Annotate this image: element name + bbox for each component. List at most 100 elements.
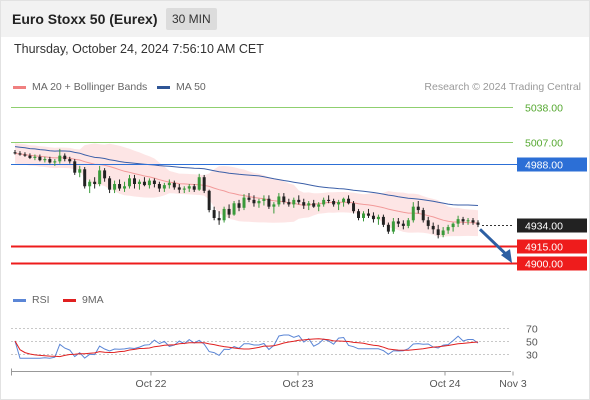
candle xyxy=(73,159,77,175)
candle xyxy=(43,156,47,163)
candle-body xyxy=(128,178,131,187)
candle xyxy=(401,220,405,230)
ma50-line xyxy=(14,146,479,206)
candle xyxy=(197,173,201,191)
candle-body xyxy=(113,184,117,190)
x-tick-label: Nov 3 xyxy=(499,378,527,390)
candle xyxy=(391,218,395,234)
candle-body xyxy=(68,159,72,162)
candle-body xyxy=(476,222,480,225)
candle xyxy=(332,198,336,207)
candle xyxy=(152,178,156,188)
candle xyxy=(337,199,341,211)
candle-body xyxy=(63,155,67,160)
candle-body xyxy=(391,221,395,232)
candle-body xyxy=(406,220,410,226)
candle xyxy=(187,184,191,192)
candle-body xyxy=(272,204,276,207)
candle-body xyxy=(262,198,266,201)
legend-item-9ma: 9MA xyxy=(63,294,104,306)
candle xyxy=(307,201,311,211)
candle xyxy=(292,197,296,208)
candle xyxy=(192,184,196,192)
candle-body xyxy=(167,182,171,186)
candle-body xyxy=(461,219,465,222)
legend-item-rsi: RSI xyxy=(13,294,50,306)
candle xyxy=(302,198,306,209)
rsi-line xyxy=(14,334,479,359)
candle-body xyxy=(43,159,47,161)
candle xyxy=(212,206,216,221)
candle xyxy=(426,216,430,230)
candle-body xyxy=(197,177,201,190)
candle xyxy=(232,201,236,216)
legend-label-rsi: RSI xyxy=(32,294,50,306)
candle xyxy=(431,222,435,234)
candle-body xyxy=(247,197,251,200)
candle xyxy=(352,201,356,214)
candle xyxy=(53,159,57,166)
candle xyxy=(262,195,266,206)
candle xyxy=(182,186,186,194)
candle xyxy=(222,206,226,223)
forecast-arrow xyxy=(478,228,510,258)
candle xyxy=(376,214,380,225)
candle xyxy=(242,194,246,211)
candle xyxy=(128,174,131,189)
credit-text: Research © 2024 Trading Central xyxy=(424,81,581,93)
candle-body xyxy=(287,202,291,205)
candle-body xyxy=(147,180,151,186)
level-label-5038.00: 5038.00 xyxy=(525,103,563,115)
level-label-5007.00: 5007.00 xyxy=(525,138,563,150)
candle-body xyxy=(88,181,92,187)
rsi-9ma-line xyxy=(14,338,479,358)
candle-body xyxy=(123,186,127,189)
candle-body xyxy=(212,210,216,218)
candle-body xyxy=(421,210,425,221)
candle xyxy=(277,193,281,207)
candle xyxy=(118,179,122,191)
candle xyxy=(78,165,82,178)
candle-body xyxy=(217,218,221,221)
candle-body xyxy=(108,178,112,190)
candle xyxy=(202,174,206,194)
candle xyxy=(297,195,301,205)
candle-body xyxy=(332,201,336,205)
candle-body xyxy=(322,199,326,205)
candle-body xyxy=(342,198,346,203)
candle xyxy=(312,199,316,208)
candle-body xyxy=(232,203,236,215)
candle-body xyxy=(436,229,440,235)
legend-label-ma50: MA 50 xyxy=(176,81,206,93)
x-tick-label: Oct 23 xyxy=(283,378,314,390)
timeframe-badge[interactable]: 30 MIN xyxy=(166,8,217,30)
candle xyxy=(88,179,92,194)
candle-body xyxy=(282,196,286,203)
x-tick-label: Oct 22 xyxy=(136,378,167,390)
candle xyxy=(421,207,425,223)
candle-body xyxy=(187,186,191,189)
x-tick-label: Oct 24 xyxy=(430,378,461,390)
candle-body xyxy=(177,187,181,190)
candle xyxy=(466,218,470,225)
level-tag-4915.00 xyxy=(517,239,587,254)
candle-body xyxy=(292,199,296,205)
candle-body xyxy=(83,169,87,187)
candle-body xyxy=(337,202,341,205)
candle xyxy=(451,222,455,232)
candle xyxy=(237,199,241,212)
candle-body xyxy=(431,225,435,230)
candle xyxy=(137,179,141,190)
candle-body xyxy=(222,208,226,221)
candle-body xyxy=(202,177,206,191)
candle xyxy=(18,151,22,156)
candle-body xyxy=(93,181,97,184)
candle xyxy=(282,193,286,205)
candle xyxy=(371,212,375,223)
candle-body xyxy=(13,152,17,154)
legend-swatch-ma20 xyxy=(13,85,26,89)
candle xyxy=(147,178,151,189)
candle-body xyxy=(352,203,356,212)
